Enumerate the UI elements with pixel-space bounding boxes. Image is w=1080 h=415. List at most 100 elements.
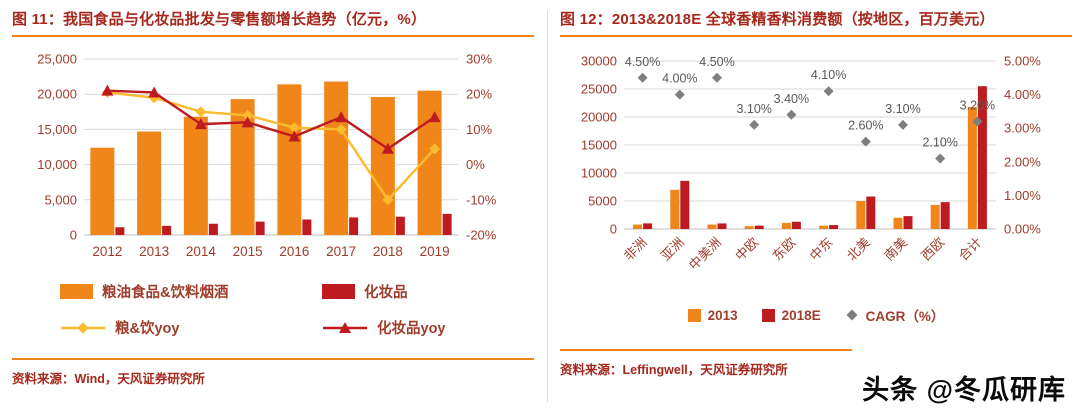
bar-2013	[930, 204, 940, 229]
figure-12-source: 资料来源：Leffingwell，天风证券研究所	[560, 363, 788, 377]
diamond-glyph	[846, 309, 858, 321]
diamond-marker	[335, 123, 347, 135]
left-axis-tick-label: 0	[70, 228, 77, 243]
legend-item-4: 化妆品yoy	[322, 317, 534, 338]
cagr-point-label: 4.00%	[662, 72, 697, 86]
legend-item-1: 粮油食品&饮料烟酒	[60, 281, 322, 302]
figure-11-source-rule	[12, 358, 534, 360]
figure-12-chart: 0 5000 10000 15000 20000 25000 30000 0.00% 1.00%…	[581, 54, 1041, 273]
bar-2018E	[680, 180, 690, 229]
figure-11-title: 图 11：我国食品与化妆品批发与零售额增长趋势（亿元，%）	[12, 11, 427, 28]
cagr-point-label: 3.10%	[736, 102, 771, 116]
bar-cosmetics	[162, 225, 172, 235]
triangle-marker	[148, 86, 161, 98]
legend-label: 粮&饮yoy	[115, 321, 180, 337]
cagr-diamond-marker	[786, 109, 797, 120]
legend-item-3: 粮&饮yoy	[60, 317, 322, 338]
bar-cosmetics	[442, 213, 452, 235]
x-axis-category-label: 中美洲	[686, 235, 724, 273]
right-axis-tick-label: 4.00%	[1004, 87, 1041, 102]
x-axis-category-label: 2014	[186, 244, 217, 259]
bar-food-beverage	[183, 116, 208, 235]
figure-12-source-rule	[560, 349, 852, 351]
diamond-marker	[242, 109, 254, 121]
diamond-glyph	[77, 322, 89, 333]
triangle-marker	[381, 142, 394, 154]
cagr-diamond-marker	[935, 153, 946, 164]
left-axis-tick-label: 20,000	[37, 87, 77, 102]
cagr-diamond-marker	[712, 72, 722, 83]
bar-2018E	[717, 223, 727, 229]
right-axis-tick-label: 0%	[466, 157, 485, 172]
figure-12-legend: 2013 2018E CAGR（%）	[560, 305, 1072, 325]
right-axis-tick-label: -10%	[466, 192, 497, 207]
right-axis-tick-label: 20%	[466, 87, 492, 102]
cagr-point-label: 3.40%	[774, 92, 809, 106]
bar-2013	[744, 226, 754, 229]
x-axis-category-label: 2012	[92, 244, 122, 259]
right-axis-tick-label: 5.00%	[1004, 54, 1041, 69]
legend-label: 化妆品	[364, 285, 408, 301]
cagr-point-label: 3.20%	[960, 98, 995, 112]
cagr-point-label: 4.50%	[625, 55, 660, 69]
legend-swatch-rect	[322, 284, 355, 299]
diamond-marker	[429, 143, 441, 155]
triangle-marker	[288, 130, 301, 142]
left-axis-tick-label: 15000	[581, 138, 617, 153]
line-cosmetics-yoy	[107, 89, 436, 151]
figure-11-title-rule	[12, 35, 534, 37]
triangle-marker	[101, 84, 114, 96]
bar-2013	[893, 217, 903, 229]
triangle-marker	[241, 116, 254, 128]
x-axis-category-label: 2018	[373, 244, 403, 259]
right-axis-tick-label: -20%	[466, 228, 497, 243]
right-axis-tick-label: 1.00%	[1004, 188, 1041, 203]
figure-11-legend: 粮油食品&饮料烟酒 化妆品粮&饮yoy 化妆品yoy	[60, 281, 534, 338]
cagr-diamond-marker	[898, 119, 908, 130]
x-axis-category-label: 2015	[233, 244, 263, 259]
cagr-point-label: 4.50%	[699, 55, 734, 69]
bar-2018E	[643, 223, 653, 229]
bar-2018E	[977, 86, 987, 229]
x-axis-category-label: 2019	[420, 244, 450, 259]
cagr-point-label: 2.60%	[848, 119, 883, 133]
cagr-diamond-marker	[674, 89, 685, 100]
cagr-diamond-marker	[860, 136, 871, 147]
bar-2013	[967, 106, 977, 229]
bar-food-beverage	[90, 147, 115, 235]
figure-12-panel: 图 12：2013&2018E 全球香精香料消费额（按地区，百万美元） 0 500…	[560, 6, 1072, 378]
legend-swatch-triangle-line	[323, 321, 367, 333]
x-axis-category-label: 非洲	[621, 235, 650, 264]
x-axis-category-label: 中欧	[732, 235, 761, 264]
right-axis-tick-label: 2.00%	[1004, 154, 1041, 169]
x-axis-category-label: 亚洲	[658, 235, 687, 264]
left-axis-tick-label: 10000	[581, 166, 617, 181]
legend-label: 粮油食品&饮料烟酒	[102, 285, 229, 301]
bar-2013	[670, 189, 680, 229]
bar-2018E	[829, 225, 839, 229]
left-axis-tick-label: 20000	[581, 110, 617, 125]
triangle-glyph	[339, 321, 351, 333]
x-axis-category-label: 合计	[956, 235, 985, 264]
legend-swatch-rect	[60, 284, 93, 299]
left-axis-tick-label: 5,000	[44, 192, 77, 207]
figure-11-source: 资料来源：Wind，天风证券研究所	[12, 372, 205, 386]
bar-2018E	[940, 202, 950, 229]
bar-2018E	[791, 221, 801, 229]
legend-label: 2018E	[781, 307, 821, 323]
bar-cosmetics	[349, 217, 359, 235]
right-axis-tick-label: 0.00%	[1004, 222, 1041, 237]
diamond-marker	[382, 194, 394, 206]
bar-2013	[856, 201, 866, 229]
right-axis-tick-label: 30%	[466, 52, 492, 67]
bar-food-beverage	[277, 84, 302, 236]
triangle-marker	[335, 111, 348, 123]
legend-label: 2013	[707, 307, 738, 323]
cagr-diamond-marker	[972, 116, 983, 127]
legend-swatch-diamond	[846, 309, 858, 321]
bar-food-beverage	[230, 99, 255, 236]
figure-11-panel: 图 11：我国食品与化妆品批发与零售额增长趋势（亿元，%） 0 5,000 10,0…	[12, 6, 534, 387]
bar-2018E	[866, 196, 876, 229]
left-axis-tick-label: 30000	[581, 54, 617, 69]
bar-2018E	[754, 225, 764, 229]
